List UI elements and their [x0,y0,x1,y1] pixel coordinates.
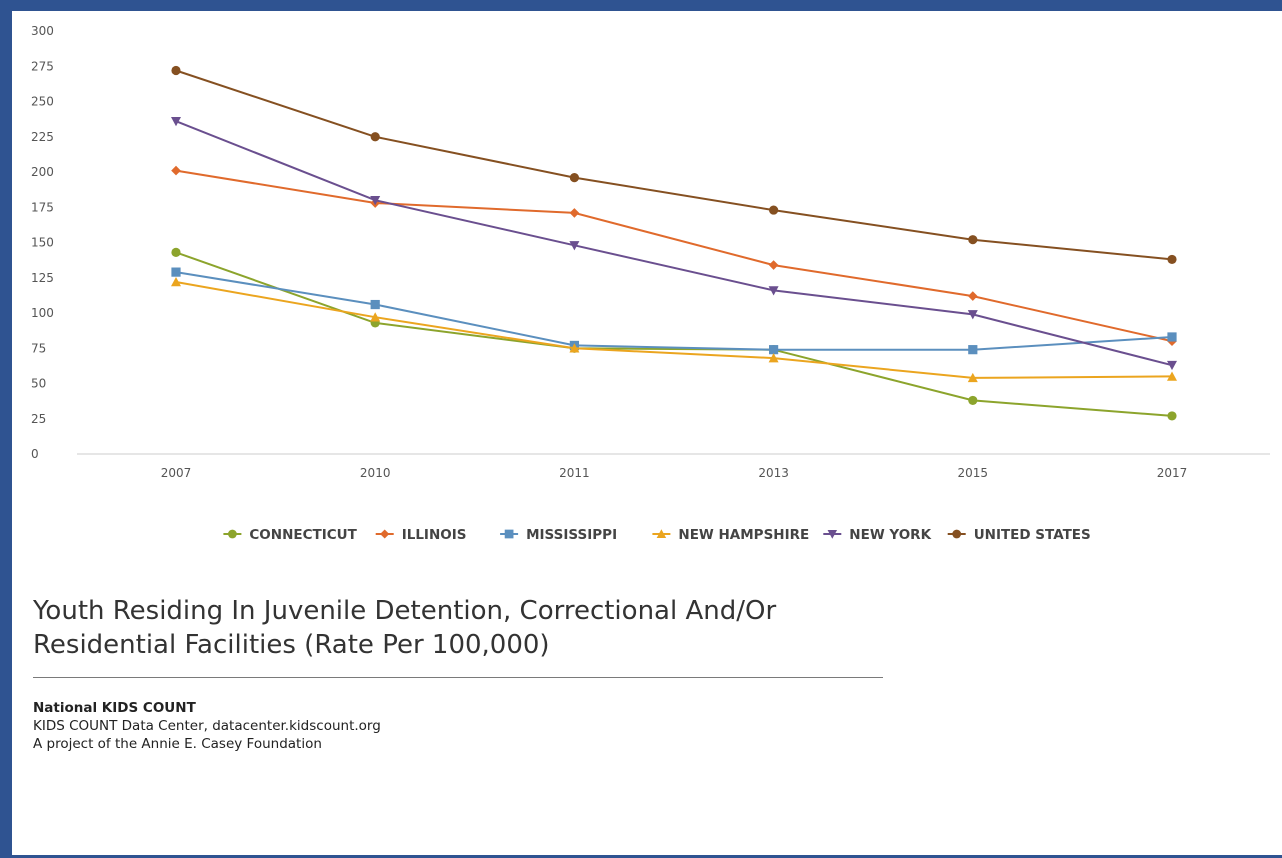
data-point [171,267,181,277]
legend-label: MISSISSIPPI [526,527,617,543]
legend-marker [656,529,667,539]
series-line [175,251,1173,417]
data-point [370,195,381,206]
line-chart: 0 25 50 75 100 125 150 175 200 225 250 275 300 2007 20… [31,24,1270,543]
y-tick-label: 25 [31,412,46,426]
data-point [768,353,779,363]
legend-marker [952,529,962,539]
series-mississippi [171,267,1177,355]
data-point [370,132,380,142]
source-info: National KIDS COUNT KIDS COUNT Data Cent… [33,699,381,753]
x-tick-label: 2013 [758,466,789,480]
y-tick-label: 100 [31,306,54,320]
legend: CONNECTICUT ILLINOIS MISSISSIPPI NEW HAMPSH… [223,527,1091,543]
data-point [1167,254,1177,265]
y-tick-label: 75 [31,341,46,355]
legend-marker [504,529,514,539]
data-point [171,247,181,257]
x-tick-label: 2015 [958,466,989,480]
data-point [569,173,580,183]
axis-layer: 0 25 50 75 100 125 150 175 200 225 250 275 300 2007 20… [31,24,1270,480]
data-point [1167,411,1177,421]
legend-marker [380,529,390,539]
x-tick-label: 2010 [360,466,391,480]
legend-item: NEW HAMPSHIRE [652,527,809,543]
legend-item: CONNECTICUT [223,527,358,543]
legend-marker [228,529,237,539]
data-point [968,395,978,406]
legend-item: NEW YORK [823,527,932,543]
data-point [171,116,181,127]
legend-label: NEW YORK [849,527,931,543]
series-line [175,120,1173,367]
legend-item: UNITED STATES [947,527,1091,543]
series-new-york [171,116,1177,371]
source-line: KIDS COUNT Data Center, datacenter.kidsc… [33,718,381,734]
data-point [171,165,181,176]
series-line [175,281,1173,379]
legend-item: ILLINOIS [375,527,467,543]
title-divider [33,677,883,678]
y-tick-label: 200 [31,165,54,179]
data-point [967,310,978,320]
data-point [569,343,580,353]
series-connecticut [171,247,1177,421]
data-point [1167,371,1177,381]
series-new-hampshire [171,276,1177,383]
series-line [175,169,1173,343]
y-tick-label: 150 [31,236,54,250]
y-tick-label: 275 [31,59,54,73]
data-point [968,345,978,355]
data-point [968,291,978,301]
data-point [769,205,779,215]
data-point [370,299,380,310]
legend-marker [827,529,838,539]
x-tick-label: 2007 [161,466,192,480]
data-point [1167,332,1177,342]
chart-title: Youth Residing In Juvenile Detention, Co… [33,596,777,660]
series-layer [171,65,1177,421]
x-tick-label: 2011 [559,466,590,480]
data-point [769,345,779,355]
data-point [171,276,181,287]
y-tick-label: 300 [31,24,54,38]
y-tick-label: 0 [31,447,39,461]
data-point [569,208,580,218]
legend-label: ILLINOIS [402,527,467,543]
source-name: National KIDS COUNT [33,700,196,716]
data-point [370,312,381,322]
y-tick-label: 250 [31,95,54,109]
legend-label: NEW HAMPSHIRE [678,527,809,543]
data-point [569,241,580,251]
x-tick-label: 2017 [1157,466,1188,480]
y-tick-label: 125 [31,271,54,285]
data-point [768,260,779,270]
series-line [175,271,1173,351]
y-tick-label: 50 [31,377,46,391]
data-point [1167,360,1177,371]
legend-label: UNITED STATES [974,527,1091,543]
data-point [968,235,978,245]
legend-label: CONNECTICUT [249,527,357,543]
series-united-states [171,65,1177,265]
data-point [171,65,181,76]
data-point [967,372,978,383]
y-tick-label: 225 [31,130,54,144]
series-illinois [171,165,1177,346]
chart-panel: 0 25 50 75 100 125 150 175 200 225 250 275 300 2007 20… [12,11,1282,855]
series-line [175,69,1173,261]
data-point [768,286,779,296]
y-tick-label: 175 [31,200,54,214]
source-line: A project of the Annie E. Casey Foundati… [33,736,322,752]
legend-item: MISSISSIPPI [500,527,617,543]
